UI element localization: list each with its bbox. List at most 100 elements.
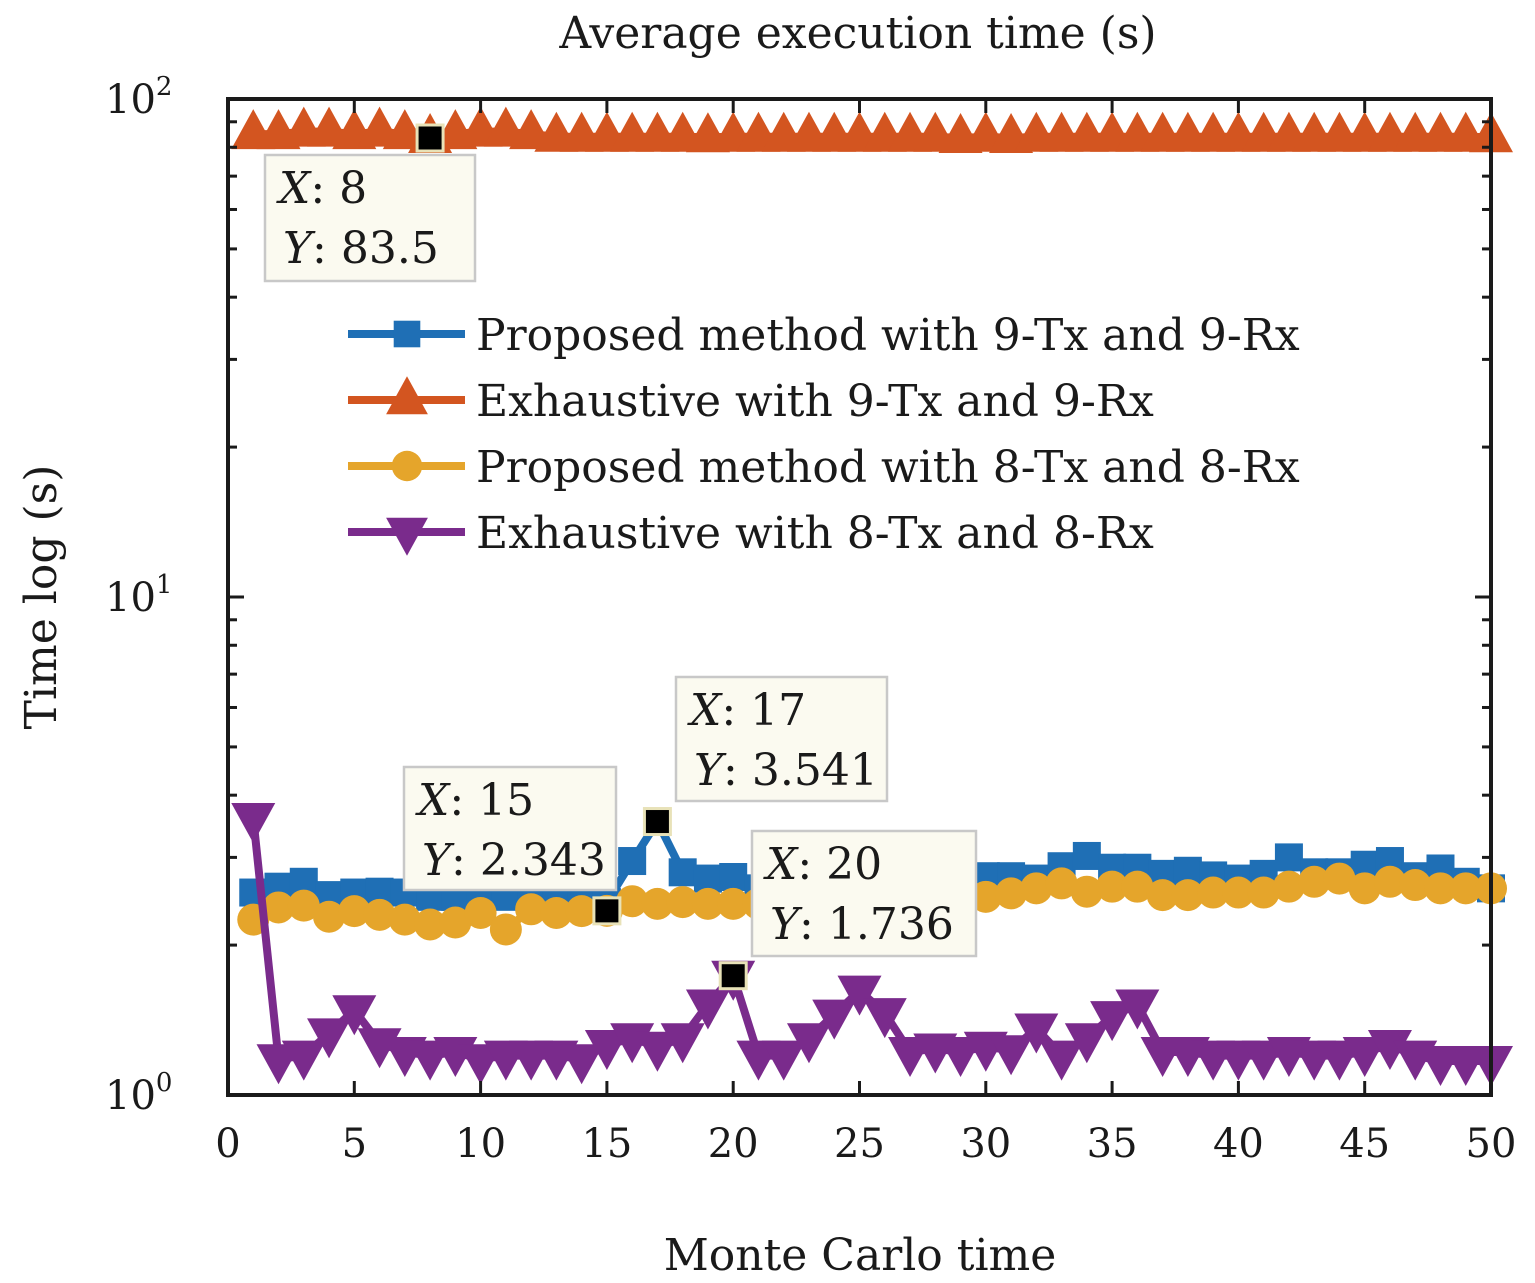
datatip-y: Y: 83.5 [283, 223, 439, 274]
legend-item-4: Exhaustive with 8-Tx and 8-Rx [348, 508, 1154, 559]
datatip-marker [642, 807, 672, 837]
data-point [281, 1040, 326, 1081]
data-point [862, 998, 907, 1039]
data-point [565, 895, 598, 928]
datatip-x: X: 20 [763, 839, 882, 890]
data-point [313, 900, 346, 933]
data-point [1039, 1040, 1084, 1081]
datatip-box [263, 153, 477, 283]
data-point [439, 906, 472, 939]
data-point [489, 913, 522, 946]
legend-marker [386, 376, 428, 415]
legend-marker [391, 450, 423, 482]
y-tick-label: 100 [105, 1068, 172, 1119]
x-tick-label: 30 [960, 1121, 1011, 1167]
datatip-box [674, 675, 889, 803]
legend-item-3: Proposed method with 8-Tx and 8-Rx [348, 442, 1300, 493]
data-point [1020, 872, 1053, 905]
data-point [1121, 870, 1154, 903]
data-point [1096, 870, 1129, 903]
legend-label: Exhaustive with 9-Tx and 9-Rx [476, 376, 1154, 427]
data-point [1274, 843, 1303, 872]
series-4 [231, 802, 1513, 1087]
x-tick-label: 40 [1213, 1121, 1264, 1167]
data-point [287, 889, 320, 922]
data-point [388, 903, 421, 936]
legend-item-2: Exhaustive with 9-Tx and 9-Rx [348, 376, 1154, 427]
data-point [1090, 1001, 1135, 1042]
series-layer [231, 106, 1513, 1087]
data-point [1014, 1013, 1059, 1054]
data-point [1171, 879, 1204, 912]
data-point [1323, 862, 1356, 895]
y-tick-label: 101 [105, 570, 172, 621]
data-point [1197, 876, 1230, 909]
datatip-box [402, 765, 618, 892]
legend: Proposed method with 9-Tx and 9-Rx Exhaus… [348, 310, 1300, 559]
x-tick-label: 50 [1466, 1121, 1517, 1167]
x-tick-label: 35 [1087, 1121, 1138, 1167]
datatip-x: X: 8 [276, 163, 367, 214]
x-tick-label: 0 [215, 1121, 240, 1167]
data-point [540, 896, 573, 929]
datatip-box [750, 829, 978, 958]
data-point [635, 1031, 680, 1072]
data-point [262, 891, 295, 924]
data-point [515, 893, 548, 926]
data-point [1222, 876, 1255, 909]
data-point [1272, 870, 1305, 903]
x-tick-label: 20 [708, 1121, 759, 1167]
x-tick-label: 10 [455, 1121, 506, 1167]
datatip-marker [718, 961, 748, 991]
data-point [332, 995, 377, 1036]
data-point [363, 898, 396, 931]
datatip-y: Y: 1.736 [770, 899, 954, 950]
datatip-3: X: 17 Y: 3.541 [642, 675, 889, 837]
data-point [464, 896, 497, 929]
data-point [1399, 869, 1432, 902]
series-2 [231, 106, 1513, 154]
data-point [1115, 989, 1160, 1030]
datatip-y: Y: 3.541 [694, 745, 878, 796]
data-point [1070, 875, 1103, 908]
legend-label: Proposed method with 9-Tx and 9-Rx [476, 310, 1300, 361]
datatip-2: X: 15 Y: 2.343 [402, 765, 622, 926]
data-point [616, 885, 649, 918]
legend-item-1: Proposed method with 9-Tx and 9-Rx [348, 310, 1300, 361]
data-point [414, 908, 447, 941]
datatip-x: X: 15 [415, 775, 534, 826]
data-point [641, 887, 674, 920]
datatip-4: X: 20 Y: 1.736 [718, 829, 978, 991]
x-tick-label: 25 [834, 1121, 885, 1167]
datatip-marker [592, 896, 622, 926]
data-point [812, 999, 857, 1040]
data-point [1247, 876, 1280, 909]
data-point [938, 1036, 983, 1077]
datatip-y: Y: 2.343 [422, 835, 606, 886]
data-point [668, 858, 697, 887]
data-point [584, 1030, 629, 1071]
data-point [691, 887, 724, 920]
data-point [995, 877, 1028, 910]
data-point [1298, 865, 1331, 898]
data-point [1045, 867, 1078, 900]
legend-marker [393, 320, 421, 348]
x-axis-label: Monte Carlo time [664, 1230, 1057, 1281]
data-point [685, 989, 730, 1030]
datatip-1: X: 8 Y: 83.5 [263, 123, 477, 283]
data-point [231, 802, 276, 843]
y-tick-label: 102 [105, 72, 172, 123]
y-axis-label: Time log (s) [16, 465, 67, 730]
data-point [969, 880, 1002, 913]
data-point [1342, 1036, 1387, 1077]
data-point [837, 975, 882, 1016]
data-point [1348, 872, 1381, 905]
legend-label: Proposed method with 8-Tx and 8-Rx [476, 442, 1300, 493]
data-point [1449, 872, 1482, 905]
axes: 0 5 10 15 20 25 30 35 40 45 50 100 101 102 [105, 72, 1516, 1167]
data-point [1373, 865, 1406, 898]
datatip-x: X: 17 [687, 685, 806, 736]
data-point [618, 847, 647, 876]
data-point [559, 1044, 604, 1085]
